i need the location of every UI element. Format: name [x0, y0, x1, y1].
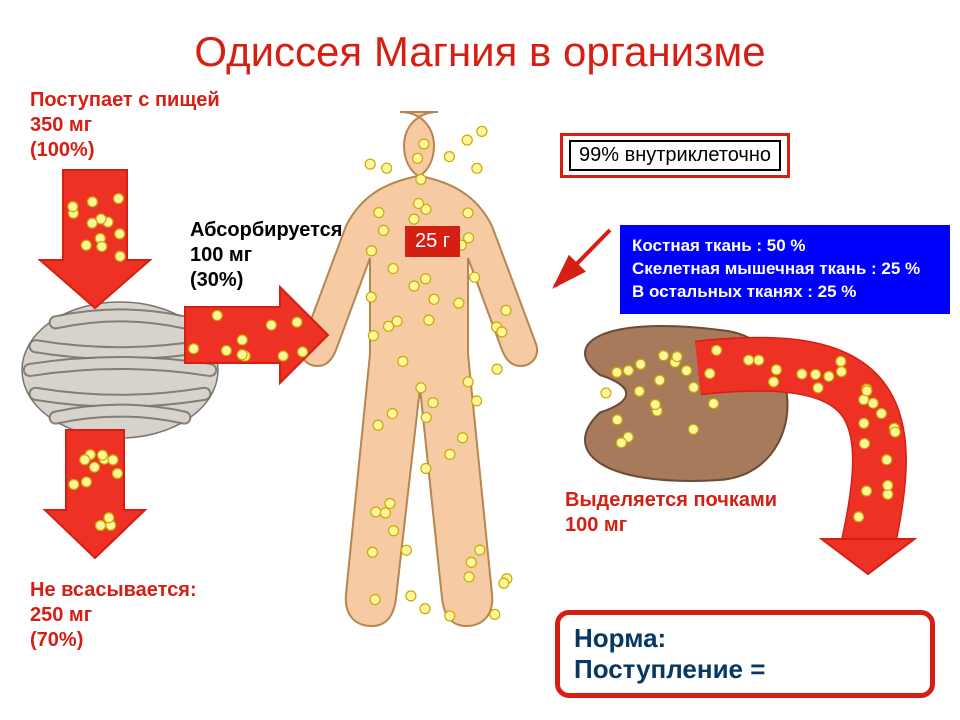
tissue-line2: Скелетная мышечная ткань : 25 %: [632, 258, 938, 281]
notabsorbed-line2: 250 мг: [30, 603, 197, 628]
absorbed-line1: Абсорбируется: [190, 218, 342, 243]
main-title: Одиссея Магния в организме: [0, 28, 960, 76]
excreted-label: Выделяется почками 100 мг: [565, 488, 777, 538]
excreted-line1: Выделяется почками: [565, 488, 777, 513]
tissue-distribution-box: Костная ткань : 50 % Скелетная мышечная …: [620, 225, 950, 314]
notabsorbed-line1: Не всасывается:: [30, 578, 197, 603]
notabsorbed-line3: (70%): [30, 628, 197, 653]
intracellular-text: 99% внутриклеточно: [569, 140, 781, 171]
intracellular-arrow: [555, 230, 610, 286]
intake-line3: (100%): [30, 138, 220, 163]
intake-line1: Поступает с пищей: [30, 88, 220, 113]
arrow-notabsorbed-down: [45, 430, 145, 558]
norm-line2: Поступление =: [574, 654, 916, 685]
norm-line1: Норма:: [574, 623, 916, 654]
tissue-line3: В остальных тканях : 25 %: [632, 281, 938, 304]
absorbed-label: Абсорбируется 100 мг (30%): [190, 218, 342, 293]
absorbed-line2: 100 мг: [190, 243, 342, 268]
norm-box: Норма: Поступление =: [555, 610, 935, 698]
absorbed-line3: (30%): [190, 268, 342, 293]
intracellular-box: 99% внутриклеточно: [560, 133, 790, 178]
intake-label: Поступает с пищей 350 мг (100%): [30, 88, 220, 163]
notabsorbed-label: Не всасывается: 250 мг (70%): [30, 578, 197, 653]
excreted-line2: 100 мг: [565, 513, 777, 538]
total-magnesium-badge: 25 г: [405, 226, 460, 257]
intake-line2: 350 мг: [30, 113, 220, 138]
tissue-line1: Костная ткань : 50 %: [632, 235, 938, 258]
